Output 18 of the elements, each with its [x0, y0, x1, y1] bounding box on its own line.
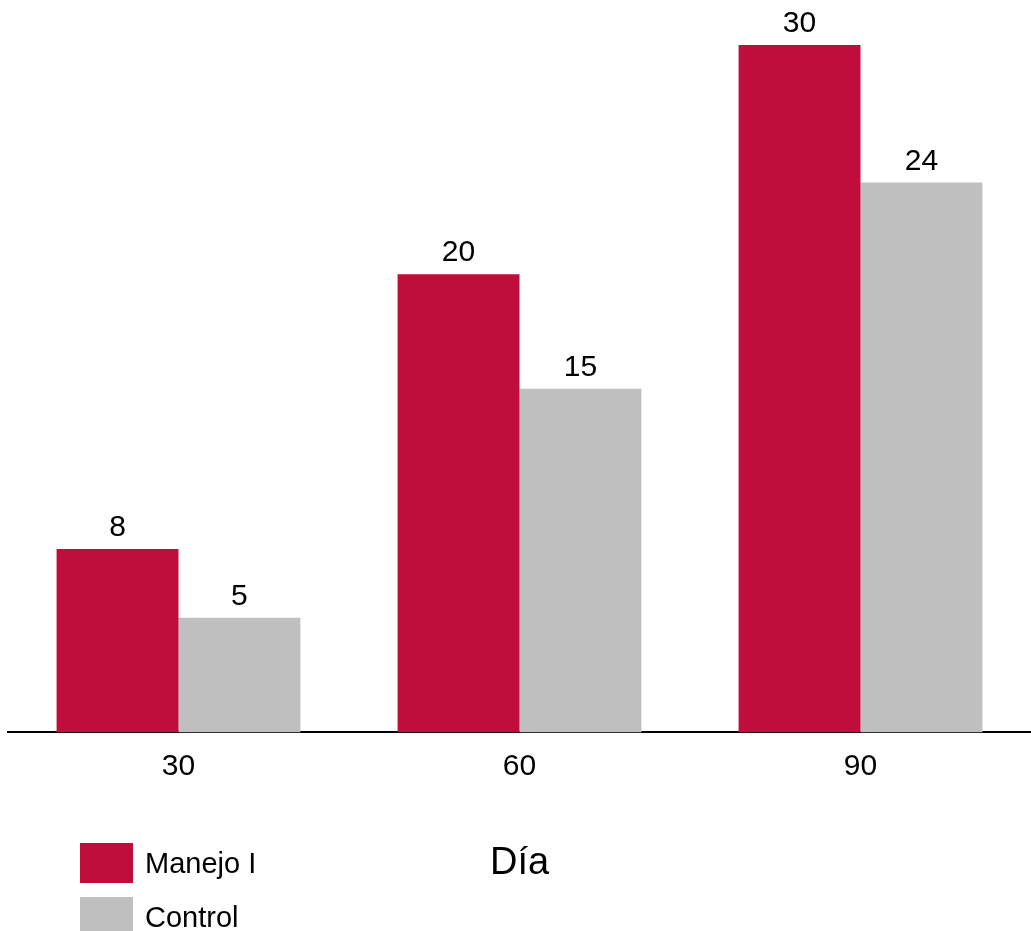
legend-label: Manejo I: [145, 846, 257, 880]
bar: [738, 45, 861, 733]
bar: [178, 617, 301, 733]
x-tick-label: 30: [161, 747, 196, 781]
bar: [860, 182, 983, 733]
data-label: 20: [441, 234, 476, 268]
data-label: 30: [782, 5, 817, 39]
data-label: 8: [109, 509, 126, 543]
x-axis-title: Día: [489, 839, 550, 882]
data-label: 5: [231, 578, 248, 612]
x-tick-label: 90: [843, 747, 878, 781]
legend-label: Control: [145, 900, 239, 931]
data-label: 24: [904, 142, 939, 176]
x-tick-label: 60: [502, 747, 537, 781]
bar: [519, 388, 642, 733]
data-label: 15: [563, 348, 598, 382]
bar: [56, 549, 179, 733]
bar: [397, 274, 520, 733]
